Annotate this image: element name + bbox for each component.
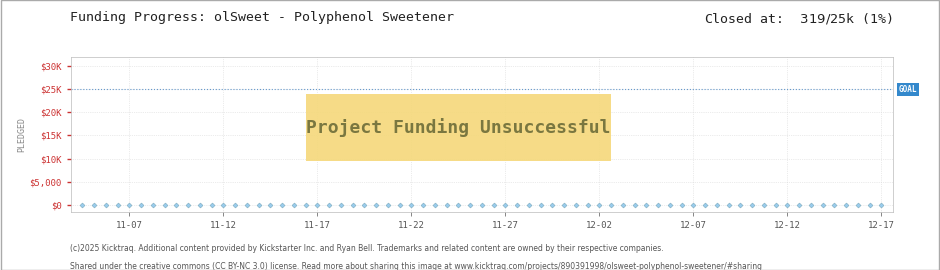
Text: Project Funding Unsuccessful: Project Funding Unsuccessful <box>306 118 610 137</box>
Text: Shared under the creative commons (CC BY-NC 3.0) license. Read more about sharin: Shared under the creative commons (CC BY… <box>70 262 762 270</box>
Text: Funding Progress: olSweet - Polyphenol Sweetener: Funding Progress: olSweet - Polyphenol S… <box>70 11 455 24</box>
Text: Closed at:  $319 /  $25k (1%): Closed at: $319 / $25k (1%) <box>704 11 893 26</box>
Bar <box>306 94 611 161</box>
Text: (c)2025 Kicktraq. Additional content provided by Kickstarter Inc. and Ryan Bell.: (c)2025 Kicktraq. Additional content pro… <box>70 244 665 253</box>
Y-axis label: PLEDGED: PLEDGED <box>18 117 26 152</box>
Text: GOAL: GOAL <box>899 85 917 94</box>
